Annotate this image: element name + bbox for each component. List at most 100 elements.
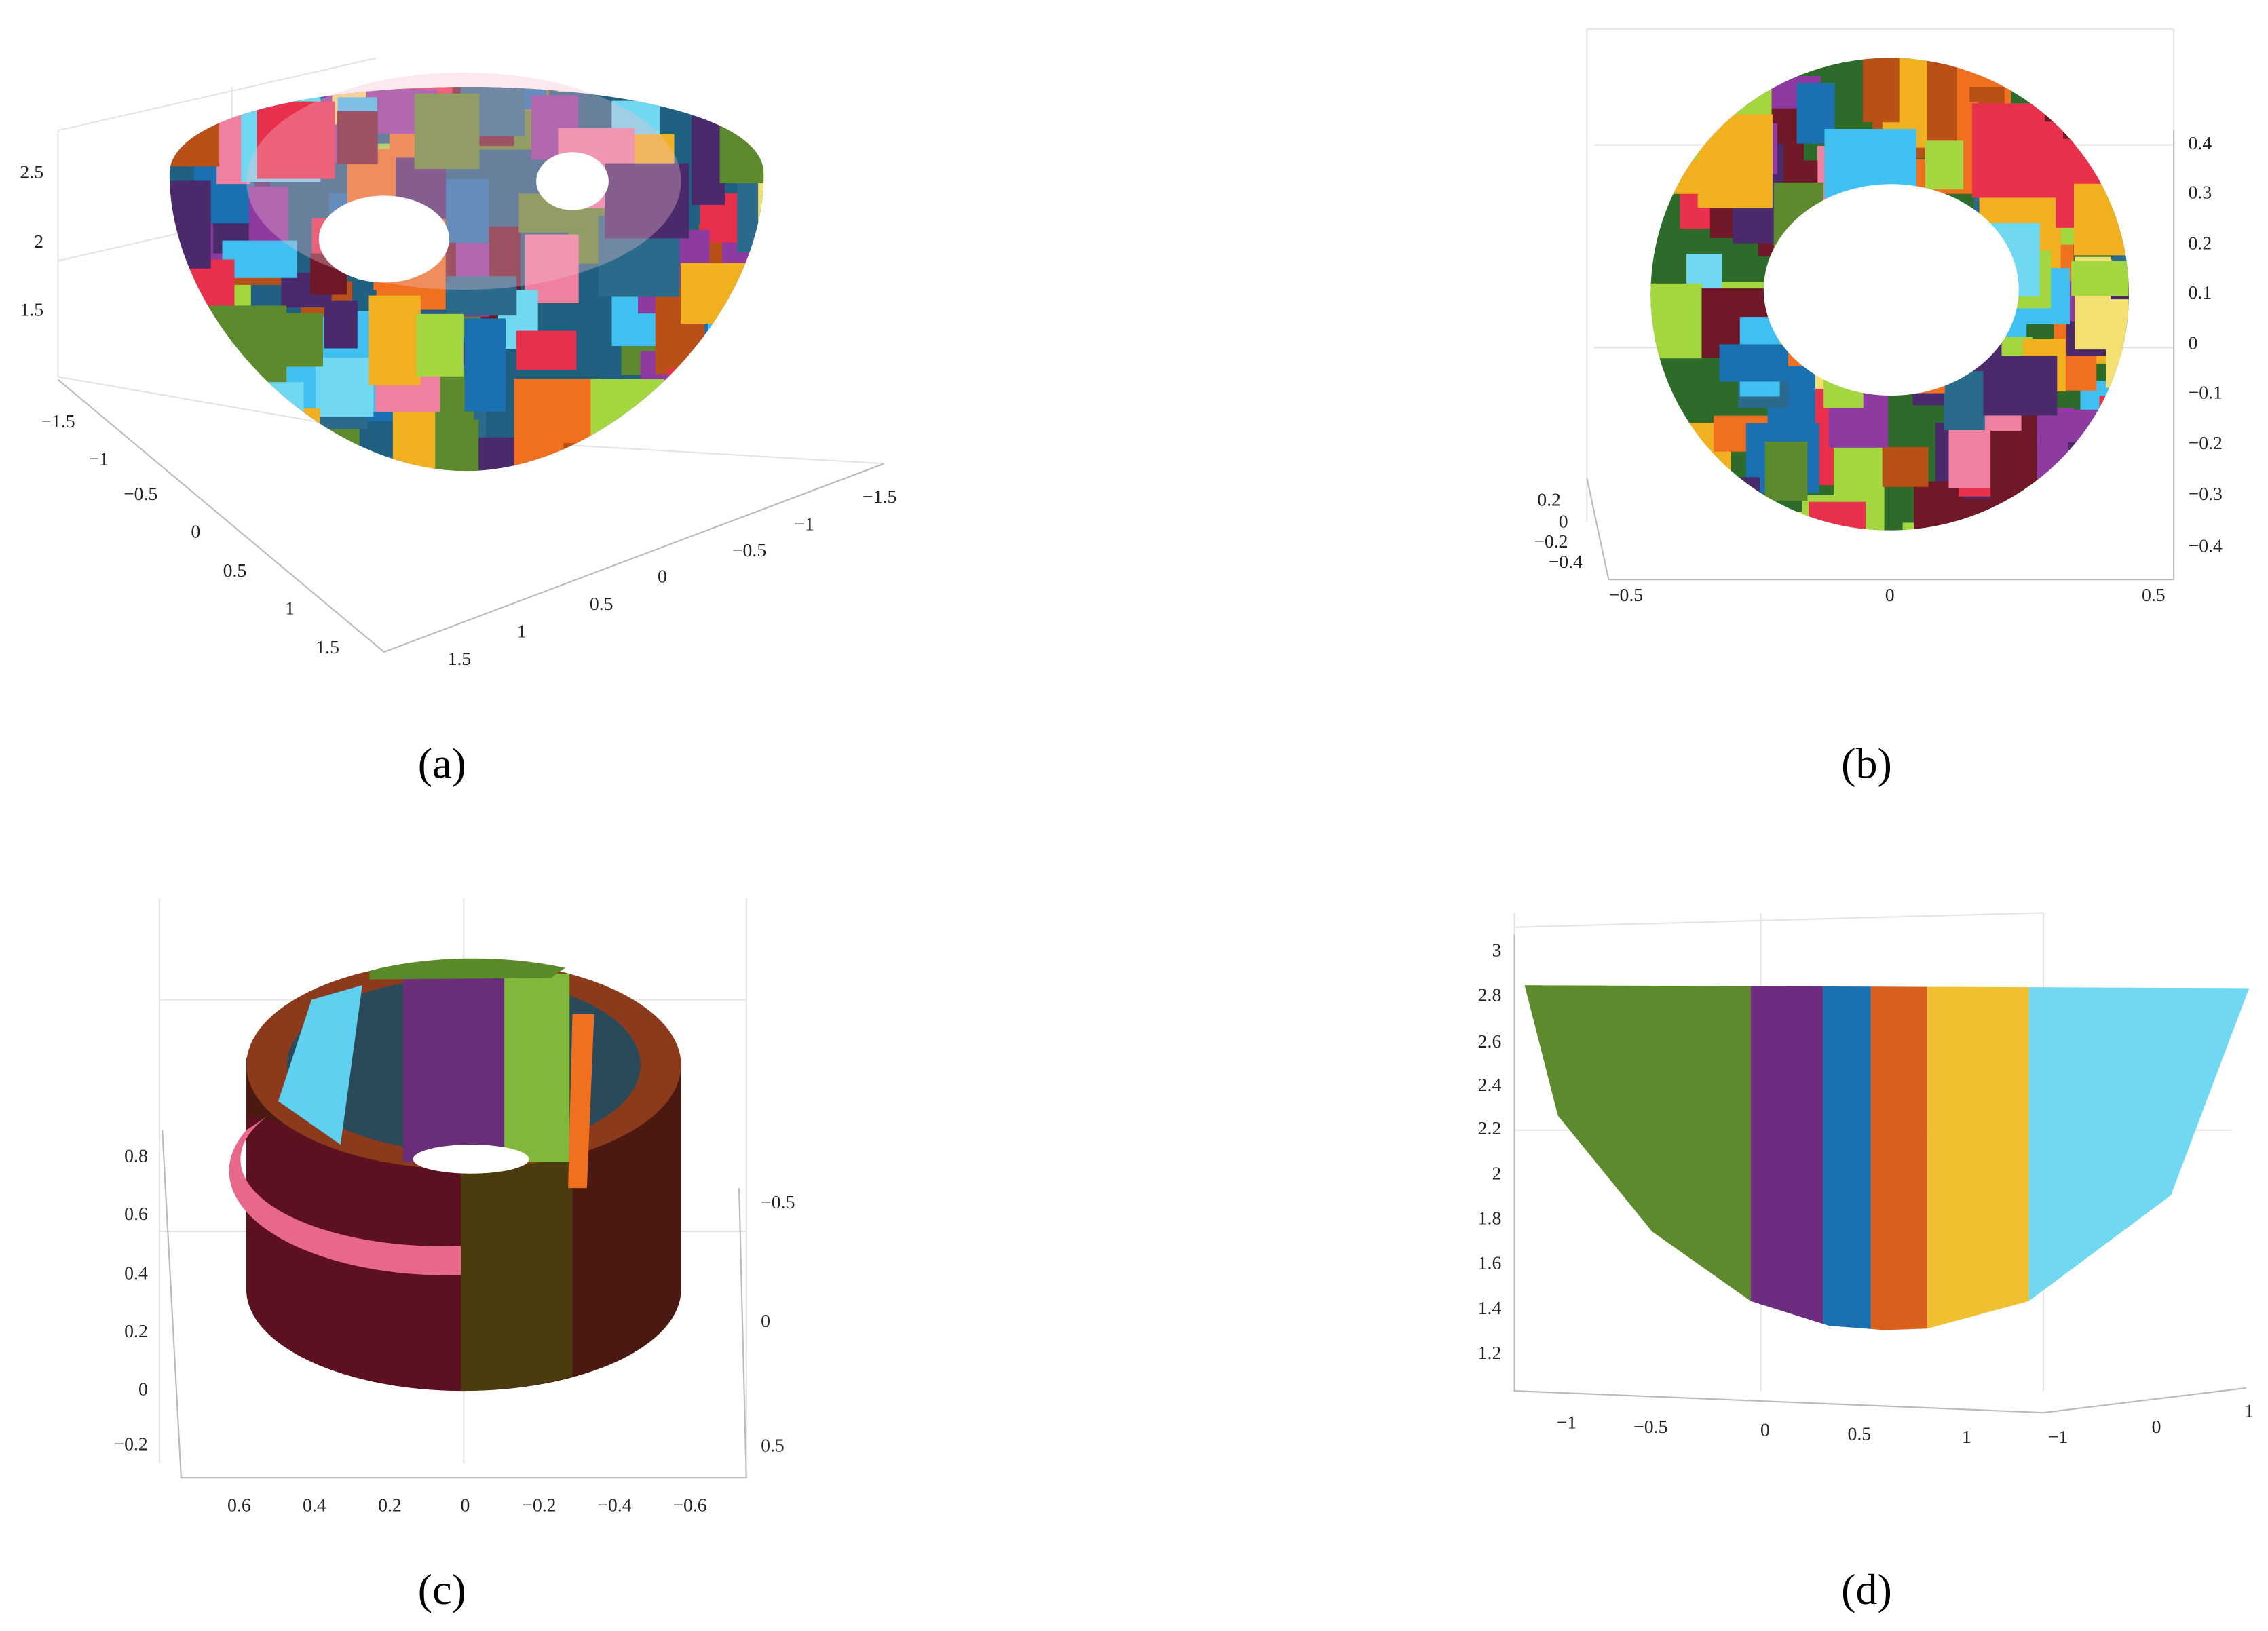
grid-b: [1586, 28, 2175, 581]
facet: [1995, 500, 2058, 531]
facet: [735, 392, 764, 431]
z-tick-label: 1.6: [1478, 1253, 1502, 1274]
facet: [341, 455, 407, 472]
facet: [1809, 501, 1866, 531]
y-tick-label: −1.5: [863, 486, 896, 507]
shape-a: [169, 50, 802, 472]
facet: [446, 276, 517, 316]
z-tick-label: 0.4: [2189, 133, 2212, 154]
shape-b: [1650, 58, 2129, 531]
facet: [2120, 58, 2129, 128]
facet: [2075, 450, 2129, 531]
x-tick-label: −0.5: [1609, 585, 1643, 606]
x-tick-label: 0.2: [378, 1495, 402, 1516]
x-tick-label: 0.5: [223, 560, 247, 581]
x-tick-label: 0.6: [227, 1495, 251, 1516]
x-tick-label: −0.2: [522, 1495, 556, 1516]
y-tick-label: 0: [2152, 1417, 2161, 1438]
z-tick-label: −0.1: [2189, 382, 2223, 403]
x-tick-label: −1: [1557, 1413, 1577, 1434]
facet: [1862, 58, 1900, 123]
y-tick-label: 1: [517, 621, 527, 642]
facet: [590, 87, 637, 91]
facet: [2045, 78, 2122, 122]
x-tick-label: 0: [461, 1495, 470, 1516]
z-tick-label: 0.4: [124, 1263, 148, 1284]
z-tick-label: 2.5: [20, 162, 43, 183]
z-tick-label: −0.3: [2189, 484, 2223, 505]
z-tick-label: 3: [1492, 940, 1501, 961]
facet: [768, 50, 802, 98]
labels: (a)2.521.5−1.5−1−0.500.511.5−1.5−1−0.500…: [20, 133, 2254, 1613]
x-tick-label: 0: [1885, 585, 1895, 606]
z-tick-label: 2: [34, 231, 43, 252]
facet: [747, 390, 764, 439]
facet: [2099, 396, 2129, 469]
facet: [514, 379, 601, 471]
facet: [1882, 446, 1929, 487]
z-tick-label: 0.3: [2189, 183, 2212, 204]
facet: [283, 313, 323, 367]
facet: [516, 330, 577, 370]
facet: [337, 111, 378, 164]
y-tick-label: 0.5: [590, 594, 613, 615]
panel-caption: (c): [418, 1565, 466, 1613]
facet: [2035, 58, 2115, 122]
y-tick-label: −0.2: [1534, 531, 1568, 552]
facet: [2119, 101, 2129, 199]
facet: [1983, 356, 2058, 416]
y-tick-label: 0: [658, 566, 667, 587]
facet: [762, 330, 764, 408]
facet: [701, 335, 755, 418]
facet: [2026, 520, 2098, 531]
x-tick-label: −0.6: [673, 1495, 706, 1516]
x-tick-label: −1.5: [41, 411, 75, 432]
x-tick-label: 0: [191, 521, 200, 542]
facet: [1650, 283, 1703, 359]
shape-d: [1524, 985, 2250, 1330]
x-tick-label: −1: [88, 449, 109, 470]
facet: [647, 375, 725, 455]
y-tick-label: −0.5: [761, 1192, 795, 1213]
facet: [2091, 439, 2129, 507]
x-tick-label: 0.5: [2142, 585, 2166, 606]
panel-caption: (a): [418, 740, 466, 788]
facet: [2071, 261, 2129, 296]
facet: [169, 100, 220, 167]
z-tick-label: 2.8: [1478, 985, 1502, 1006]
z-tick-label: 2.4: [1478, 1075, 1502, 1096]
x-tick-label: 0.5: [1847, 1424, 1871, 1445]
facet: [368, 295, 421, 386]
shape-c: [229, 958, 681, 1392]
facet: [196, 366, 254, 436]
facet: [2037, 408, 2074, 487]
facet: [563, 442, 602, 472]
z-tick-label: −0.4: [2189, 536, 2223, 557]
facet: [1990, 430, 2037, 531]
panel-caption: (d): [1841, 1565, 1892, 1613]
y-tick-label: 0.5: [761, 1436, 785, 1457]
facet: [758, 158, 764, 244]
y-tick-label: 0: [761, 1311, 770, 1332]
facet: [1697, 114, 1773, 208]
z-tick-label: 1.4: [1478, 1298, 1502, 1319]
grid-a: [57, 57, 885, 653]
facet: [305, 357, 374, 417]
y-tick-label: −0.4: [1549, 552, 1583, 573]
z-tick-label: 2.6: [1478, 1031, 1502, 1052]
y-tick-label: 1: [2244, 1401, 2254, 1422]
x-tick-label: 1: [1962, 1427, 1971, 1448]
z-tick-label: 1.8: [1478, 1208, 1502, 1229]
facet: [416, 313, 464, 377]
facet: [668, 368, 739, 441]
panel-caption: (b): [1841, 740, 1892, 788]
z-tick-label: 0: [138, 1379, 148, 1400]
facet: [590, 461, 658, 472]
facet: [692, 116, 725, 205]
facet: [2109, 123, 2129, 174]
facet: [2027, 497, 2067, 531]
facet: [1718, 477, 1760, 531]
z-tick-label: 1.2: [1478, 1343, 1502, 1364]
facet: [1895, 530, 1932, 531]
